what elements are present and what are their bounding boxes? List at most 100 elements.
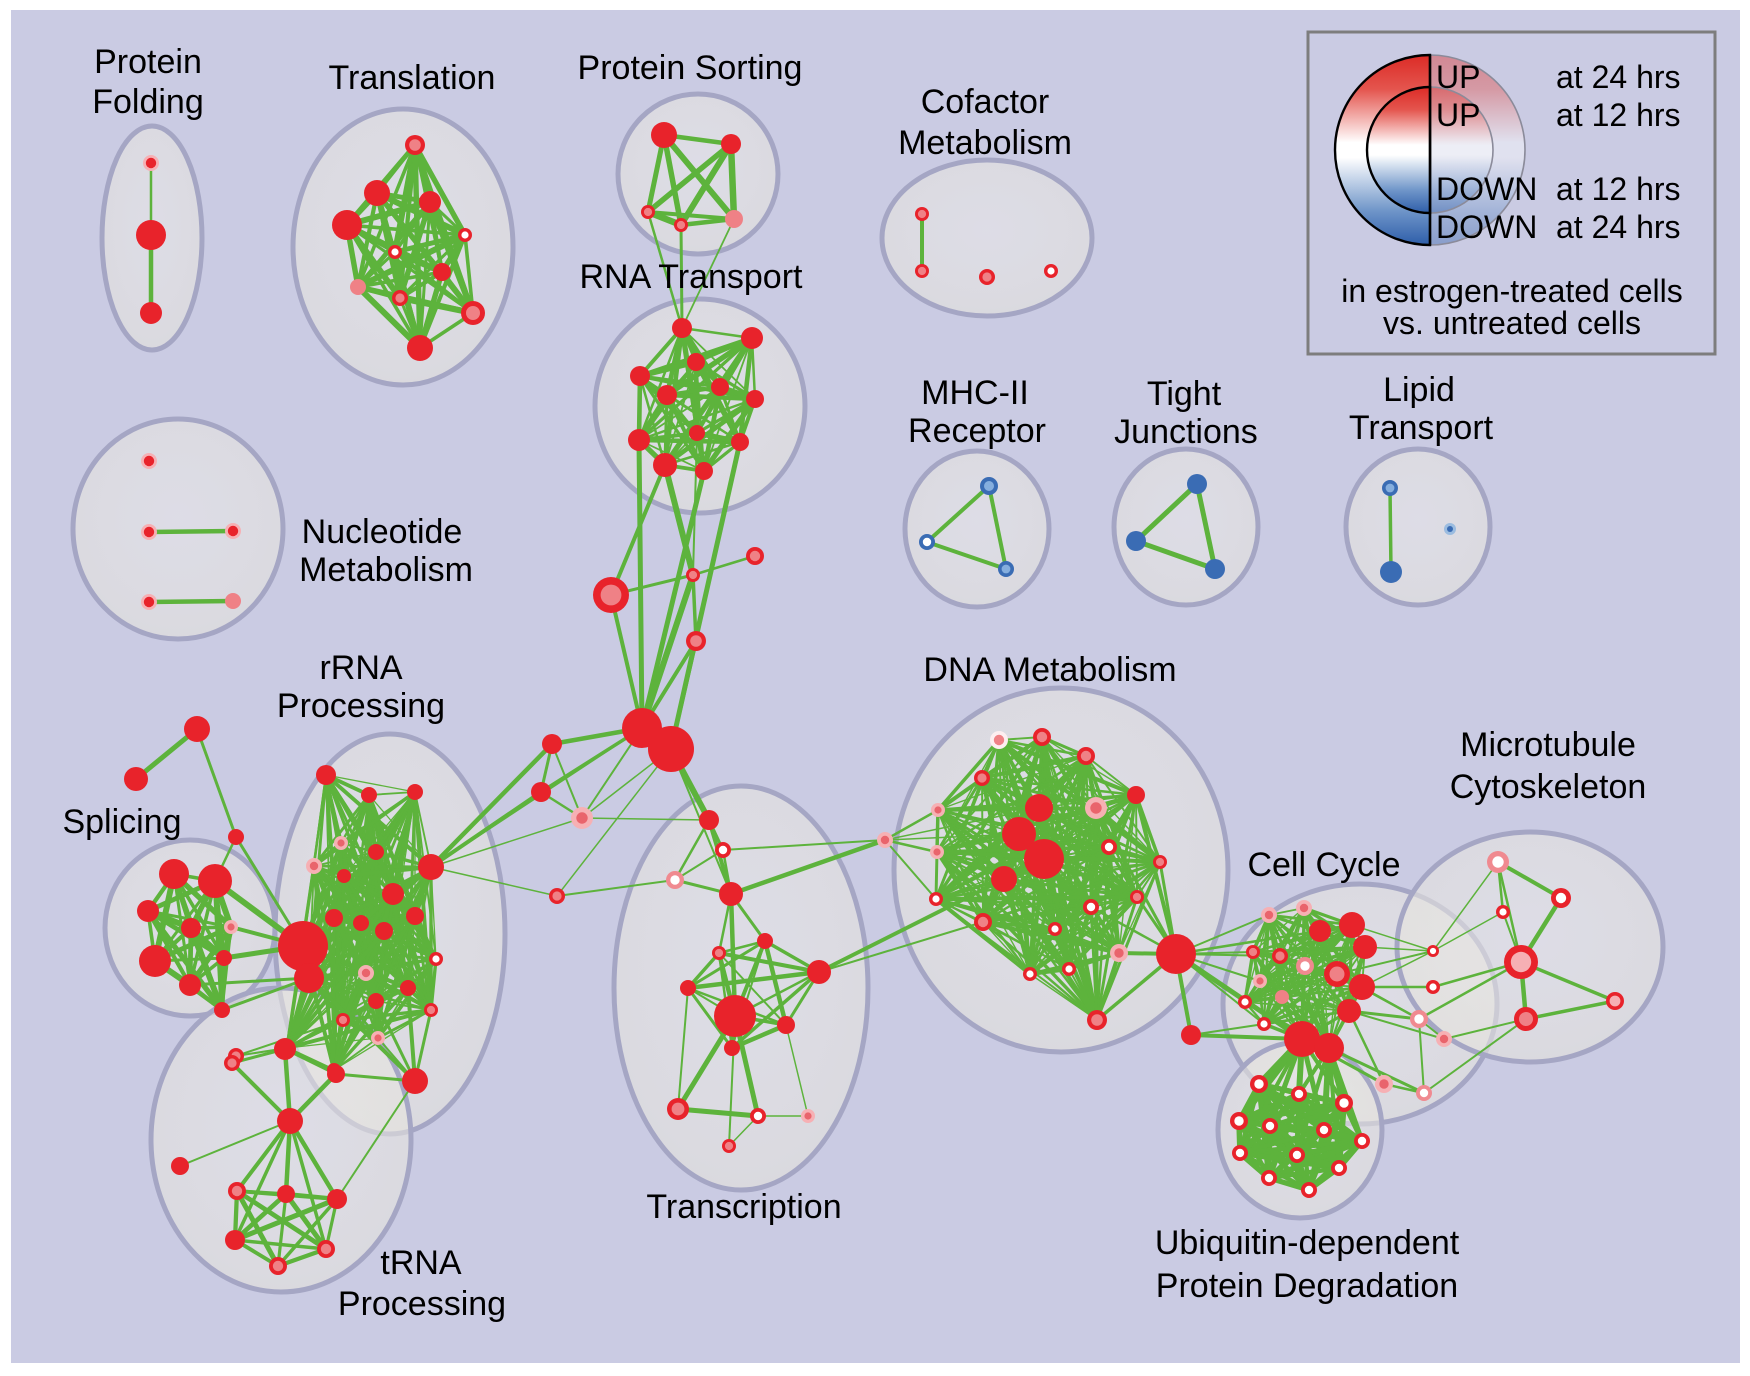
- legend-caption-line1: vs. untreated cells: [1383, 305, 1641, 341]
- node-core: [432, 955, 440, 963]
- edge-c9-c10: [1259, 980, 1363, 988]
- edge-r11-r17: [382, 929, 433, 1012]
- gene-node-u4: [1262, 1118, 1278, 1134]
- node-ring: [325, 909, 343, 927]
- gene-node-m1: [1551, 888, 1571, 908]
- cluster-ellipse-transcription: [611, 783, 871, 1193]
- node-core: [145, 157, 157, 169]
- cluster-ellipse-mhc-ii-receptor: [902, 448, 1052, 610]
- gene-node-c21: [1375, 1075, 1393, 1093]
- edge-d17-d23: [1089, 905, 1099, 1022]
- node-core: [1036, 731, 1048, 743]
- node-core: [395, 293, 405, 303]
- gene-node-u2: [1335, 1094, 1353, 1112]
- edge-r9-r12: [360, 915, 416, 924]
- gene-node-r4: [306, 858, 322, 874]
- cluster-label-splicing-line0: Splicing: [62, 803, 181, 841]
- edge-q1-q2: [146, 528, 236, 535]
- edge-d4-d7: [936, 806, 1041, 812]
- node-core: [1026, 970, 1034, 978]
- node-ring: [1187, 474, 1207, 494]
- gene-node-d11: [1153, 855, 1167, 869]
- gene-node-c9: [1349, 974, 1375, 1000]
- node-ring: [225, 593, 241, 609]
- legend-direction-2: DOWN: [1436, 171, 1537, 207]
- node-ring: [1156, 934, 1196, 974]
- gene-node-t14: [722, 1139, 736, 1153]
- gene-node-r13: [429, 952, 443, 966]
- edge-t11-t12: [675, 1106, 761, 1119]
- gene-node-c17: [1427, 945, 1439, 957]
- edge-tr4-tr9: [463, 233, 475, 315]
- gene-node-n7: [327, 1189, 347, 1209]
- node-ring: [337, 869, 351, 883]
- node-core: [1132, 892, 1142, 902]
- node-core: [1299, 903, 1309, 913]
- edge-tr0-tr4: [412, 142, 468, 238]
- edge-d2-d4: [937, 755, 1087, 811]
- node-ring: [714, 995, 756, 1037]
- gene-node-r19: [336, 1013, 350, 1027]
- node-core: [1155, 857, 1165, 867]
- node-ring: [407, 784, 423, 800]
- node-ring: [542, 734, 562, 754]
- gene-node-rt7: [628, 429, 650, 451]
- edge-c8-c17: [1336, 950, 1434, 975]
- cluster-label-nucleotide-metabolism-line1: Metabolism: [299, 551, 473, 589]
- edge-c16-c22: [1327, 1046, 1426, 1095]
- edge-q3-q4: [146, 598, 236, 605]
- gene-node-rrH: [278, 921, 328, 971]
- gene-node-rt0: [672, 318, 692, 338]
- gene-node-r12: [406, 907, 424, 925]
- node-core: [1419, 1088, 1429, 1098]
- node-core: [922, 537, 932, 547]
- node-ring: [375, 922, 393, 940]
- node-core: [1235, 1148, 1245, 1158]
- edge-n3-n5: [235, 1119, 292, 1193]
- node-ring: [757, 933, 773, 949]
- node-core: [993, 734, 1005, 746]
- gene-node-rt5: [711, 378, 729, 396]
- edge-t3-tp: [728, 837, 888, 897]
- edge-tr7-tr10: [355, 284, 423, 351]
- gene-node-d12: [930, 845, 944, 859]
- edge-rt11-h1: [639, 468, 707, 731]
- edge-c17-m0: [1432, 861, 1499, 952]
- gene-node-rt9: [731, 433, 749, 451]
- gene-node-d16: [974, 913, 992, 931]
- gene-node-n3: [277, 1108, 303, 1134]
- gene-node-q2: [225, 523, 241, 539]
- node-core: [1555, 892, 1567, 904]
- gene-node-r3: [334, 836, 348, 850]
- node-core: [724, 1141, 734, 1151]
- edge-r14-r20: [285, 971, 368, 1050]
- node-ring: [630, 366, 650, 386]
- node-core: [932, 895, 940, 903]
- edge-c13-c20: [1348, 1010, 1445, 1040]
- edge-tp-d8: [884, 833, 1020, 841]
- edge-r13-r14: [365, 958, 437, 974]
- edge-f3-r7: [430, 866, 558, 897]
- edge-rt6-rt10: [662, 396, 758, 468]
- node-core: [804, 1112, 812, 1120]
- gene-node-h0: [686, 568, 700, 582]
- node-core: [552, 891, 562, 901]
- gene-node-l1: [1380, 561, 1402, 583]
- edge-rt7-h1: [636, 437, 645, 731]
- edge-tr8-tr9: [397, 295, 476, 316]
- node-ring: [1309, 920, 1331, 942]
- gene-node-s2: [137, 900, 159, 922]
- edge-d12-d23: [935, 850, 1099, 1022]
- edge-n6-n9: [283, 1191, 329, 1252]
- edge-d2-d3: [980, 754, 1088, 780]
- gene-node-c12: [1238, 995, 1252, 1009]
- gene-node-c10: [1253, 974, 1267, 988]
- edge-n3-n7: [287, 1118, 340, 1202]
- edge-t1-tp: [722, 839, 886, 851]
- node-core: [374, 1034, 382, 1042]
- edge-t5-t7: [717, 951, 821, 974]
- node-ring: [725, 210, 743, 228]
- gene-node-r6: [337, 869, 351, 883]
- node-ring: [368, 844, 384, 860]
- edge-f3-t2: [556, 879, 676, 897]
